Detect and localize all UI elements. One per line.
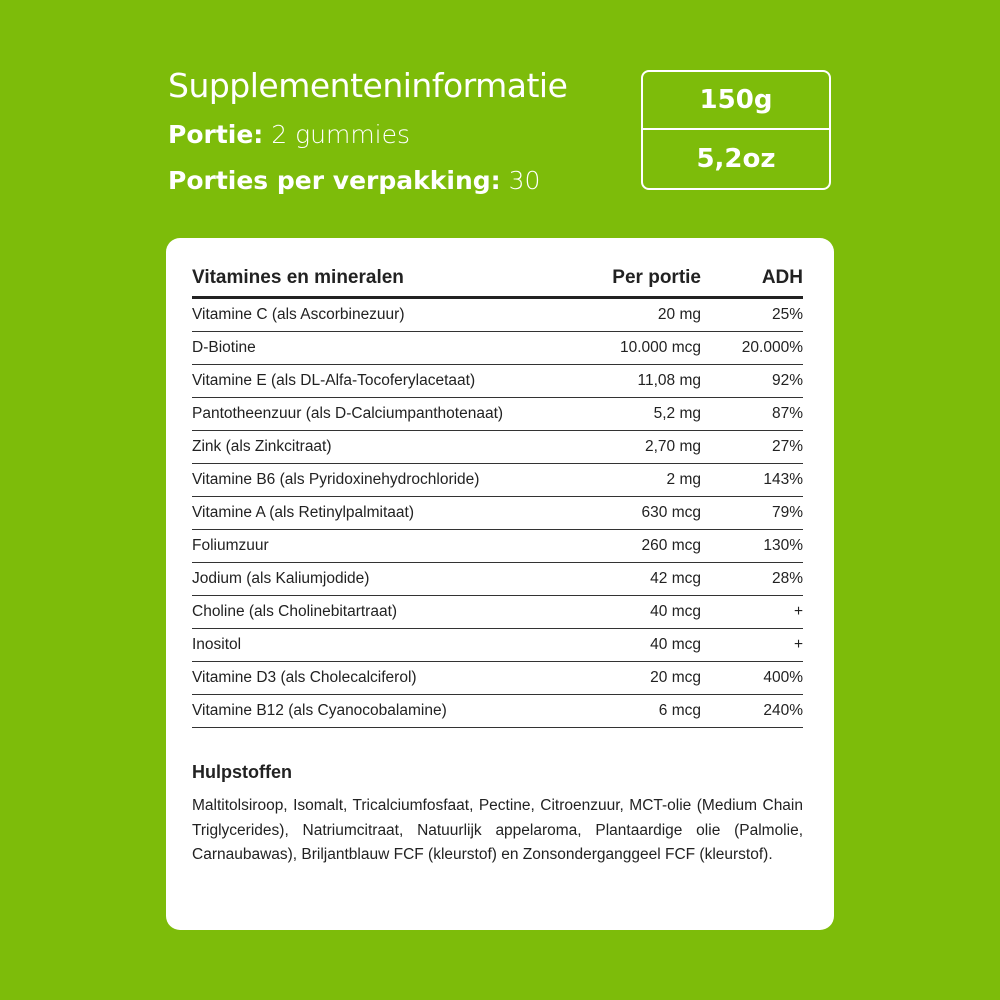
adh-value: 25%	[701, 297, 803, 332]
per-serving-value: 2,70 mg	[588, 430, 701, 464]
table-row: Zink (als Zinkcitraat) 2,70 mg 27%	[192, 430, 803, 464]
table-row: Vitamine B6 (als Pyridoxinehydrochloride…	[192, 463, 803, 497]
nutrient-name: Vitamine A (als Retinylpalmitaat)	[192, 496, 589, 530]
serving-size: Portie: 2 gummies	[168, 120, 410, 149]
per-serving-value: 2 mg	[588, 463, 701, 497]
per-serving-value: 630 mcg	[588, 496, 701, 530]
table-row: Vitamine B12 (als Cyanocobalamine) 6 mcg 2…	[192, 694, 803, 728]
per-serving-value: 260 mcg	[588, 529, 701, 563]
weight-ounces: 5,2oz	[696, 144, 776, 174]
per-serving-value: 5,2 mg	[588, 397, 701, 431]
header-adh: ADH	[701, 260, 803, 299]
table-row: Foliumzuur 260 mcg 130%	[192, 529, 803, 563]
page-title: Supplementeninformatie	[168, 66, 568, 105]
nutrient-name: Vitamine B6 (als Pyridoxinehydrochloride…	[192, 463, 589, 497]
weight-grams: 150g	[643, 72, 829, 130]
per-serving-value: 40 mcg	[588, 595, 701, 629]
per-serving-value: 40 mcg	[588, 628, 701, 662]
nutrient-name: D-Biotine	[192, 331, 589, 365]
nutrient-name: Inositol	[192, 628, 589, 662]
header-nutrient: Vitamines en mineralen	[192, 260, 589, 299]
adh-value: 27%	[701, 430, 803, 464]
nutrient-name: Vitamine C (als Ascorbinezuur)	[192, 297, 589, 332]
nutrient-name: Zink (als Zinkcitraat)	[192, 430, 589, 464]
serving-label: Portie:	[168, 120, 264, 149]
per-serving-value: 20 mcg	[588, 661, 701, 695]
nutrition-table: Vitamines en mineralen Per portie ADH Vi…	[192, 260, 803, 728]
servings-value: 30	[508, 166, 541, 195]
adh-value: 20.000%	[701, 331, 803, 365]
adh-value: 130%	[701, 529, 803, 563]
excipients-text: Maltitolsiroop, Isomalt, Tricalciumfosfa…	[192, 797, 803, 863]
servings-per-container: Porties per verpakking: 30	[168, 166, 540, 195]
nutrition-card: Vitamines en mineralen Per portie ADH Vi…	[166, 238, 834, 930]
adh-value: 79%	[701, 496, 803, 530]
servings-label: Porties per verpakking:	[168, 166, 501, 195]
per-serving-value: 42 mcg	[588, 562, 701, 596]
adh-value: 92%	[701, 364, 803, 398]
adh-value: 28%	[701, 562, 803, 596]
nutrient-name: Vitamine D3 (als Cholecalciferol)	[192, 661, 589, 695]
adh-value: 400%	[701, 661, 803, 695]
nutrient-name: Choline (als Cholinebitartraat)	[192, 595, 589, 629]
table-row: Inositol 40 mcg +	[192, 628, 803, 662]
adh-value: 240%	[701, 694, 803, 728]
nutrient-name: Vitamine E (als DL-Alfa-Tocoferylacetaat…	[192, 364, 589, 398]
table-row: Vitamine D3 (als Cholecalciferol) 20 mcg 4…	[192, 661, 803, 695]
net-weight-box: 150g 5,2oz	[641, 70, 831, 190]
table-row: Jodium (als Kaliumjodide) 42 mcg 28%	[192, 562, 803, 596]
nutrient-name: Foliumzuur	[192, 529, 589, 563]
nutrient-name: Jodium (als Kaliumjodide)	[192, 562, 589, 596]
table-row: Vitamine E (als DL-Alfa-Tocoferylacetaat…	[192, 364, 803, 398]
excipients-title: Hulpstoffen	[192, 762, 292, 782]
table-row: Vitamine A (als Retinylpalmitaat) 630 mcg…	[192, 496, 803, 530]
adh-value: 143%	[701, 463, 803, 497]
per-serving-value: 10.000 mcg	[588, 331, 701, 365]
nutrient-name: Pantotheenzuur (als D-Calciumpanthotenaa…	[192, 397, 589, 431]
nutrient-name: Vitamine B12 (als Cyanocobalamine)	[192, 694, 589, 728]
serving-value: 2 gummies	[271, 120, 411, 149]
adh-value: 87%	[701, 397, 803, 431]
table-row: Pantotheenzuur (als D-Calciumpanthotenaa…	[192, 397, 803, 431]
per-serving-value: 6 mcg	[588, 694, 701, 728]
per-serving-value: 20 mg	[588, 297, 701, 332]
adh-value: +	[701, 628, 803, 662]
adh-value: +	[701, 595, 803, 629]
per-serving-value: 11,08 mg	[588, 364, 701, 398]
table-row: Choline (als Cholinebitartraat) 40 mcg +	[192, 595, 803, 629]
table-header-row: Vitamines en mineralen Per portie ADH	[192, 260, 803, 299]
table-row: Vitamine C (als Ascorbinezuur) 20 mg 25%	[192, 297, 803, 332]
header-per-serving: Per portie	[588, 260, 701, 299]
table-row: D-Biotine 10.000 mcg 20.000%	[192, 331, 803, 365]
